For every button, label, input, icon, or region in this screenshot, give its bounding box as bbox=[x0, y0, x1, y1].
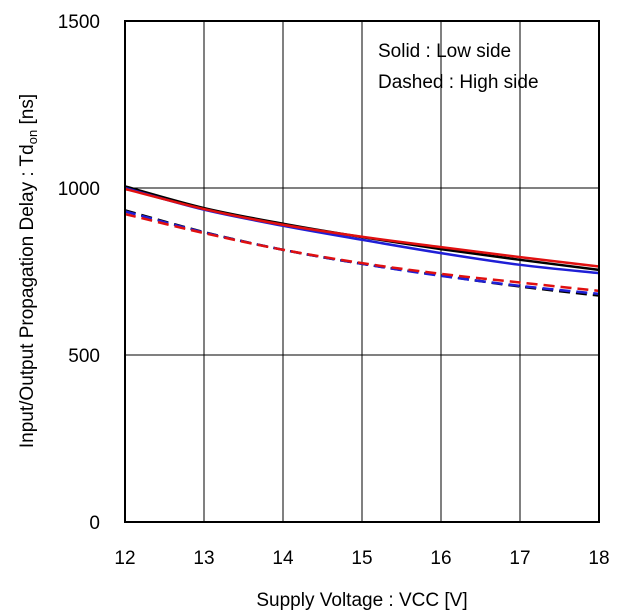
y-axis-title-subscript: on bbox=[25, 130, 40, 144]
legend-note-solid: Solid : Low side bbox=[378, 41, 511, 62]
x-axis-title: Supply Voltage : VCC [V] bbox=[256, 590, 467, 611]
y-tick-label: 500 bbox=[68, 346, 100, 367]
legend-note-dashed: Dashed : High side bbox=[378, 72, 539, 93]
x-tick-label: 18 bbox=[588, 548, 609, 569]
y-axis-title-unit: [ns] bbox=[17, 94, 38, 130]
series-lines bbox=[124, 185, 600, 297]
x-tick-label: 13 bbox=[193, 548, 214, 569]
x-tick-label: 14 bbox=[272, 548, 294, 569]
y-axis-title-main: Input/Output Propagation Delay : Td bbox=[17, 144, 38, 448]
series-line-solid-2 bbox=[124, 187, 600, 268]
series-line-dashed-5 bbox=[124, 212, 600, 293]
x-tick-labels: 12 13 14 15 16 17 18 bbox=[114, 548, 609, 569]
y-axis-title: Input/Output Propagation Delay : Tdon [n… bbox=[17, 94, 40, 448]
x-tick-label: 15 bbox=[351, 548, 372, 569]
y-tick-label: 1000 bbox=[58, 179, 100, 200]
x-tick-label: 12 bbox=[114, 548, 135, 569]
x-tick-label: 17 bbox=[509, 548, 530, 569]
plot-frame bbox=[124, 20, 600, 523]
y-tick-labels: 0 500 1000 1500 bbox=[58, 12, 100, 534]
y-tick-label: 0 bbox=[89, 513, 100, 534]
grid-lines bbox=[124, 20, 600, 523]
y-tick-label: 1500 bbox=[58, 12, 100, 33]
x-tick-label: 16 bbox=[430, 548, 451, 569]
